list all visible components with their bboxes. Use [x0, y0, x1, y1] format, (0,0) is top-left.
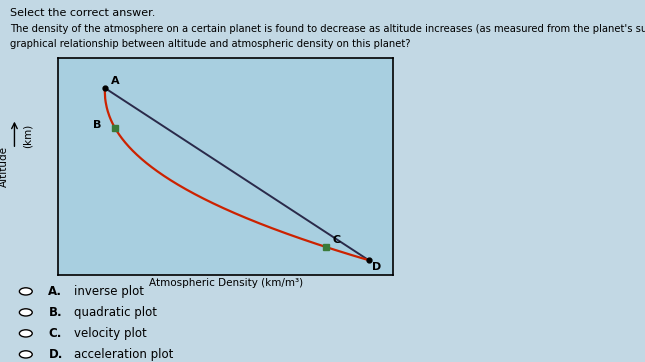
Text: velocity plot: velocity plot [74, 327, 147, 340]
Text: A.: A. [48, 285, 63, 298]
Text: acceleration plot: acceleration plot [74, 348, 174, 361]
Text: C.: C. [48, 327, 62, 340]
Text: (km): (km) [23, 124, 33, 148]
Text: graphical relationship between altitude and atmospheric density on this planet?: graphical relationship between altitude … [10, 39, 410, 49]
Text: inverse plot: inverse plot [74, 285, 144, 298]
Text: Altitude: Altitude [0, 146, 10, 187]
Text: The density of the atmosphere on a certain planet is found to decrease as altitu: The density of the atmosphere on a certa… [10, 24, 645, 34]
Text: D: D [372, 261, 381, 272]
Text: D.: D. [48, 348, 63, 361]
X-axis label: Atmospheric Density (km/m³): Atmospheric Density (km/m³) [149, 278, 303, 288]
Text: A: A [111, 76, 119, 86]
Text: B: B [94, 121, 102, 130]
Text: B.: B. [48, 306, 62, 319]
Text: quadratic plot: quadratic plot [74, 306, 157, 319]
Text: Select the correct answer.: Select the correct answer. [10, 8, 155, 18]
Text: C: C [332, 235, 341, 245]
